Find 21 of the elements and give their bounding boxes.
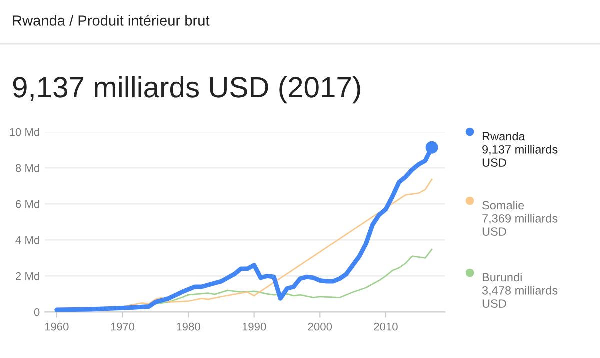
chart-subtitle: Rwanda / Produit intérieur brut	[13, 15, 210, 26]
y-tick-label: 2 Md	[16, 272, 40, 280]
text: 7,369 milliards USD	[482, 214, 558, 236]
legend-label: Somalie	[482, 201, 524, 210]
x-tick-label: 1960	[45, 322, 69, 331]
y-tick-label: 8 Md	[16, 164, 40, 172]
y-tick-label: 0	[34, 308, 40, 316]
line-series	[122, 178, 433, 308]
x-tick-label: 2000	[308, 322, 332, 331]
x-tick-label: 1970	[111, 322, 135, 331]
legend-label: Rwanda	[482, 132, 526, 141]
text: 3,478 milliards USD	[482, 286, 558, 308]
y-tick-label: 4 Md	[16, 236, 40, 244]
legend-label: Burundi	[482, 273, 522, 282]
y-tick-label: 6 Md	[16, 200, 40, 208]
y-tick-label: 10 Md	[10, 128, 40, 136]
x-tick-label: 1980	[176, 322, 200, 331]
text: 9,137 milliards USD	[482, 145, 558, 167]
chart-title: 9,137 milliards USD (2017)	[13, 76, 360, 104]
x-tick-label: 2010	[374, 322, 398, 331]
x-tick-label: 1990	[242, 322, 266, 331]
